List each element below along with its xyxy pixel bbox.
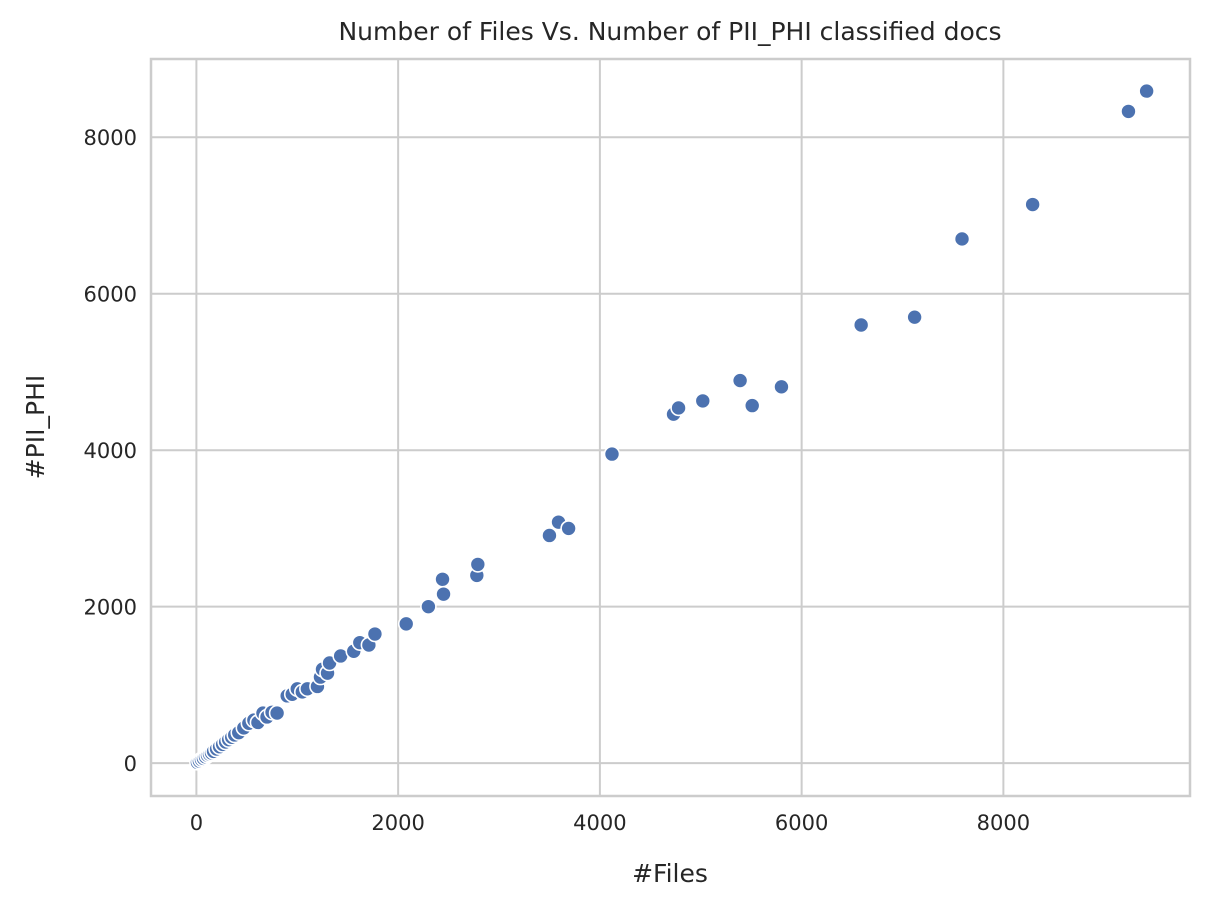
data-point (366, 625, 384, 643)
grid-lines (151, 59, 1190, 796)
data-point (694, 392, 712, 410)
data-point (731, 372, 749, 389)
data-point (953, 230, 971, 248)
y-tick-label: 0 (124, 752, 137, 776)
x-tick-label: 6000 (775, 811, 828, 835)
data-point (1024, 196, 1041, 213)
x-axis-label: #Files (632, 859, 708, 888)
y-tick-label: 2000 (84, 596, 137, 620)
data-point (560, 520, 577, 537)
data-point (1120, 103, 1137, 120)
y-tick-label: 8000 (84, 126, 137, 150)
data-point (743, 397, 761, 414)
y-tick-label: 6000 (84, 283, 137, 307)
x-tick-label: 2000 (371, 811, 424, 835)
y-tick-label: 4000 (84, 439, 137, 463)
data-point (1138, 82, 1155, 100)
chart-title: Number of Files Vs. Number of PII_PHI cl… (338, 17, 1001, 46)
data-points (189, 82, 1155, 771)
data-point (434, 570, 451, 588)
y-axis-label: #PII_PHI (21, 375, 50, 480)
data-point (420, 598, 437, 615)
data-point (268, 704, 286, 722)
data-point (541, 527, 558, 544)
data-point (469, 556, 487, 573)
y-tick-labels: 0 2000 4000 6000 8000 (84, 126, 137, 776)
x-tick-labels: 0 2000 4000 6000 8000 (190, 811, 1030, 835)
data-point (773, 378, 790, 396)
x-tick-label: 0 (190, 811, 203, 835)
x-tick-label: 8000 (977, 811, 1030, 835)
x-tick-label: 4000 (573, 811, 626, 835)
data-point (906, 308, 923, 326)
data-point (397, 615, 415, 633)
data-point (435, 585, 452, 603)
data-point (852, 316, 870, 334)
data-point (603, 445, 621, 463)
data-point (670, 399, 687, 417)
plot-frame (149, 57, 1192, 798)
